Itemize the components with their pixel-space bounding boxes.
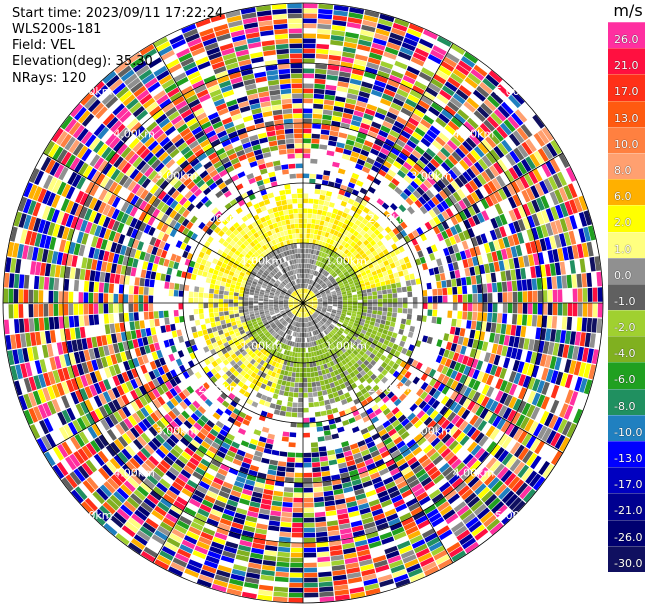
colorbar-label: -8.0 xyxy=(614,399,636,413)
range-ring-label: 2.00km xyxy=(368,212,410,225)
range-ring-label: 1.00km xyxy=(241,255,283,268)
range-ring-label: 4.00km xyxy=(453,467,495,480)
colorbar-cell: 0.0 xyxy=(608,257,645,284)
colorbar-label: 1.0 xyxy=(614,242,632,256)
colorbar-label: -6.0 xyxy=(614,373,636,387)
colorbar-cell: 2.0 xyxy=(608,205,645,232)
colorbar-cell: -10.0 xyxy=(608,414,645,441)
colorbar-label: 17.0 xyxy=(614,85,639,99)
colorbar-cell: -2.0 xyxy=(608,310,645,337)
colorbar-cell: 17.0 xyxy=(608,74,645,101)
azimuth-line xyxy=(42,152,304,304)
colorbar-label: 0.0 xyxy=(614,268,632,282)
azimuth-line xyxy=(302,302,454,564)
colorbar-unit: m/s xyxy=(613,1,643,20)
azimuth-line xyxy=(302,42,454,304)
colorbar-label: 10.0 xyxy=(614,137,639,151)
colorbar-cell: 1.0 xyxy=(608,231,645,258)
range-ring-label: 2.00km xyxy=(198,212,240,225)
range-ring-label: 1.00km xyxy=(325,339,367,352)
azimuth-line xyxy=(152,42,304,304)
colorbar-cell: 6.0 xyxy=(608,179,645,206)
start-time: Start time: 2023/09/11 17:22:24 xyxy=(12,6,224,21)
colorbar-label: -21.0 xyxy=(614,504,643,518)
colorbar-label: 21.0 xyxy=(614,59,639,73)
colorbar-cell: 8.0 xyxy=(608,152,645,180)
colorbar-label: -30.0 xyxy=(614,556,643,570)
colorbar-cell: 26.0 xyxy=(608,22,645,49)
nrays: NRays: 120 xyxy=(12,71,87,86)
range-ring-label: 5.00km xyxy=(71,509,113,522)
colorbar-label: 8.0 xyxy=(614,163,632,177)
range-ring-label: 5.00km xyxy=(495,509,537,522)
range-rings: 1.00km 1.00km 1.00km 1.00km 2.00km 2.00km 2.00… xyxy=(2,2,604,604)
colorbar-cell: -8.0 xyxy=(608,388,645,415)
field-name: Field: VEL xyxy=(12,38,75,53)
colorbar-label: 6.0 xyxy=(614,190,632,204)
azimuth-line xyxy=(302,152,564,304)
colorbar-label: -4.0 xyxy=(614,347,636,361)
colorbar-cell: -26.0 xyxy=(608,519,645,546)
colorbar-cell: -30.0 xyxy=(608,545,645,572)
range-ring-label: 3.00km xyxy=(156,170,198,183)
colorbar-label: -10.0 xyxy=(614,425,643,439)
azimuth-line xyxy=(152,302,304,564)
range-ring-label: 2.00km xyxy=(368,382,410,395)
colorbar-label: -2.0 xyxy=(614,321,636,335)
colorbar-cell: -21.0 xyxy=(608,493,645,520)
range-ring-label: 5.00km xyxy=(71,85,113,98)
range-ring-label: 4.00km xyxy=(453,127,495,140)
elevation: Elevation(deg): 35.30 xyxy=(12,54,153,69)
colorbar-cell: -6.0 xyxy=(608,362,645,389)
colorbar-cell: -17.0 xyxy=(608,467,645,494)
range-ring-label: 4.00km xyxy=(113,127,155,140)
colorbar-label: -13.0 xyxy=(614,452,643,465)
colorbar-label: 26.0 xyxy=(614,33,639,46)
instrument-name: WLS200s-181 xyxy=(12,22,102,37)
colorbar-label: 13.0 xyxy=(614,111,639,125)
colorbar-label: 2.0 xyxy=(614,216,632,230)
colorbar-cell: -4.0 xyxy=(608,336,645,363)
colorbar-label: -17.0 xyxy=(614,478,643,492)
range-ring-label: 3.00km xyxy=(410,424,452,437)
range-ring-label: 3.00km xyxy=(410,170,452,183)
colorbar-cell: -1.0 xyxy=(608,283,645,311)
ppi-gates xyxy=(3,3,603,603)
colorbar-label: -26.0 xyxy=(614,530,643,544)
colorbar-cell: 10.0 xyxy=(608,126,645,153)
colorbar-cell: 21.0 xyxy=(608,48,645,75)
azimuth-line xyxy=(302,302,564,454)
colorbar-cell: -13.0 xyxy=(608,441,645,468)
range-ring-label: 5.00km xyxy=(495,85,537,98)
colorbar-label: -1.0 xyxy=(614,294,636,308)
range-ring-label: 1.00km xyxy=(241,339,283,352)
colorbar: 26.0 21.0 17.0 13.0 10.0 8.0 6.0 2.0 1.0 0.0 -1.0 -… xyxy=(608,22,645,572)
range-ring-label: 1.00km xyxy=(325,255,367,268)
range-ring-label: 3.00km xyxy=(156,424,198,437)
range-ring-label: 4.00km xyxy=(113,467,155,480)
range-ring-label: 2.00km xyxy=(198,382,240,395)
colorbar-cell: 13.0 xyxy=(608,100,645,127)
azimuth-line xyxy=(42,302,304,454)
